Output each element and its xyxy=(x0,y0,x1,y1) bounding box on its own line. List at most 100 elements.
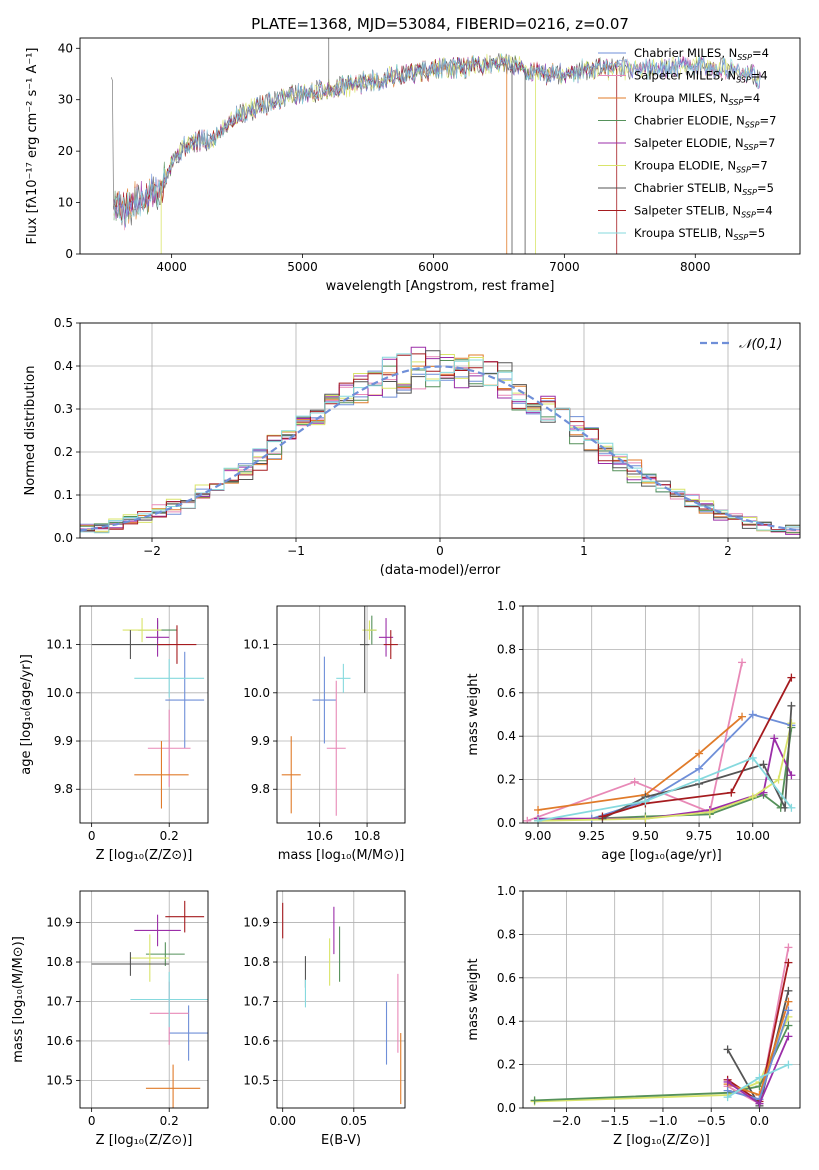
plot-area xyxy=(282,902,402,1105)
y-tick-label: 10.6 xyxy=(243,1034,270,1048)
x-tick-label: 10.8 xyxy=(354,829,381,843)
y-axis-label: Normed distribution xyxy=(23,366,38,496)
normal-curve xyxy=(80,365,800,532)
y-tick-label: 10.8 xyxy=(243,955,270,969)
histogram-chabrier_stelib xyxy=(80,350,800,532)
y-tick-label: 10.8 xyxy=(46,955,73,969)
x-tick-label: −1.0 xyxy=(648,1114,677,1128)
y-tick-label: 0 xyxy=(65,247,73,261)
y-tick-label: 9.9 xyxy=(54,734,73,748)
y-tick-label: 10.1 xyxy=(46,638,73,652)
panel-spectrum: 4000 5000 6000 7000 8000 0 10 20 30 40 wavelength … xyxy=(25,37,801,294)
plot-area xyxy=(80,346,800,535)
panels: 4000 5000 6000 7000 8000010203040wavelength … xyxy=(11,37,801,1148)
series-line-kroupa_miles xyxy=(537,716,743,811)
axes-frame xyxy=(79,890,209,1109)
panel-mass_vs_EBV: 0.00 0.05 10.5 10.6 10.7 10.8 10.9 E(B-V) xyxy=(243,890,406,1148)
series-line-chabrier_stelib xyxy=(601,705,793,820)
legend-label: 𝒩(0,1) xyxy=(739,337,782,352)
series-line-kroupa_miles xyxy=(727,1001,790,1097)
legend-label: Kroupa ELODIE, NSSP=7 xyxy=(634,159,768,175)
plot-area xyxy=(281,606,398,816)
panel-residuals: −2 −1 0 1 2 0.0 0.1 0.2 0.3 0.4 0.5 (data-model)/er… xyxy=(23,316,801,578)
y-tick-label: 10.1 xyxy=(243,638,270,652)
axes-frame xyxy=(276,890,406,1109)
x-tick-label: 0 xyxy=(88,1114,96,1128)
x-tick-label: 9.00 xyxy=(525,829,552,843)
y-tick-label: 0.4 xyxy=(497,1014,516,1028)
legend-label: Chabrier STELIB, NSSP=5 xyxy=(634,181,774,197)
y-axis-label: Flux [fλ10⁻¹⁷ erg cm⁻² s⁻¹ A⁻¹] xyxy=(25,48,40,245)
y-tick-label: 9.8 xyxy=(251,782,270,796)
panel-age_vs_mass: 10.6 10.8 9.8 9.9 10.0 10.1 mass [log₁₀(M/M⊙)] xyxy=(243,605,406,863)
x-tick-label: 7000 xyxy=(549,260,580,274)
x-tick-label: −1 xyxy=(287,544,305,558)
legend-label: Kroupa STELIB, NSSP=5 xyxy=(634,226,765,242)
plot-area xyxy=(91,618,205,809)
legend-label: Salpeter MILES, NSSP=4 xyxy=(634,69,768,85)
y-tick-label: 0.8 xyxy=(497,642,516,656)
y-tick-label: 0.0 xyxy=(497,1101,516,1115)
series-line-salpeter_miles xyxy=(526,662,743,822)
y-tick-label: 10.7 xyxy=(243,994,270,1008)
x-axis-label: Z [log₁₀(Z/Z⊙)] xyxy=(96,848,193,863)
series-line-chabrier_elodie xyxy=(537,727,793,822)
axes-frame xyxy=(276,605,406,824)
y-tick-label: 10.0 xyxy=(46,686,73,700)
y-tick-label: 10.5 xyxy=(243,1073,270,1087)
x-axis-label: wavelength [Angstrom, rest frame] xyxy=(326,279,555,294)
axes-frame xyxy=(79,605,209,824)
series-line-salpeter_stelib xyxy=(602,677,793,818)
y-axis-label: mass weight xyxy=(466,958,481,1040)
x-tick-label: 9.50 xyxy=(632,829,659,843)
x-tick-label: 0.2 xyxy=(160,1114,179,1128)
legend-label: Kroupa MILES, NSSP=4 xyxy=(634,91,760,107)
x-tick-label: 1 xyxy=(580,544,588,558)
y-tick-label: 0.3 xyxy=(54,402,73,416)
y-tick-label: 0.6 xyxy=(497,971,516,985)
x-tick-label: 9.25 xyxy=(578,829,605,843)
x-axis-label: mass [log₁₀(M/M⊙)] xyxy=(278,848,405,863)
x-tick-label: 0 xyxy=(436,544,444,558)
panel-mass_weight_vs_age: 9.00 9.25 9.50 9.75 10.00 0.0 0.2 0.4 0.6 0.8 1.0 a… xyxy=(466,599,801,863)
x-axis-label: Z [log₁₀(Z/Z⊙)] xyxy=(96,1133,193,1148)
y-tick-label: 0.4 xyxy=(54,359,73,373)
legend: Chabrier MILES, NSSP=4 Salpeter MILES, NS… xyxy=(598,46,776,242)
y-tick-label: 10.5 xyxy=(46,1073,73,1087)
y-axis-label: mass [log₁₀(M/M⊙)] xyxy=(11,936,26,1063)
legend-label: Chabrier ELODIE, NSSP=7 xyxy=(634,114,776,130)
panel-age_vs_Z: 0 0.2 9.8 9.9 10.0 10.1 Z [log₁₀(Z/Z⊙)] age [lo… xyxy=(19,605,209,863)
x-axis-label: age [log₁₀(age/yr)] xyxy=(601,848,722,863)
x-tick-label: 8000 xyxy=(680,260,711,274)
y-tick-label: 0.0 xyxy=(497,816,516,830)
x-tick-label: 5000 xyxy=(287,260,318,274)
y-tick-label: 1.0 xyxy=(497,884,516,898)
y-tick-label: 10 xyxy=(58,196,73,210)
plot-area xyxy=(91,900,208,1108)
y-tick-label: 0.4 xyxy=(497,729,516,743)
axes-frame xyxy=(522,890,801,1109)
y-tick-label: 0.1 xyxy=(54,488,73,502)
x-tick-label: −2.0 xyxy=(552,1114,581,1128)
x-tick-label: 2 xyxy=(724,544,732,558)
figure-title: PLATE=1368, MJD=53084, FIBERID=0216, z=0… xyxy=(251,15,629,33)
y-tick-label: 0.8 xyxy=(497,927,516,941)
y-tick-label: 10.0 xyxy=(243,686,270,700)
histogram-kroupa_stelib xyxy=(80,353,800,534)
y-tick-label: 1.0 xyxy=(497,599,516,613)
x-axis-label: Z [log₁₀(Z/Z⊙)] xyxy=(613,1133,710,1148)
x-tick-label: 0 xyxy=(88,829,96,843)
x-tick-label: 10.6 xyxy=(306,829,333,843)
y-tick-label: 10.9 xyxy=(46,916,73,930)
y-tick-label: 30 xyxy=(58,93,73,107)
x-tick-label: 0.05 xyxy=(340,1114,367,1128)
y-tick-label: 20 xyxy=(58,144,73,158)
plot-area xyxy=(530,943,793,1108)
x-tick-label: 9.75 xyxy=(686,829,713,843)
x-tick-label: −1.5 xyxy=(600,1114,629,1128)
y-tick-label: 9.9 xyxy=(251,734,270,748)
legend-label: Salpeter STELIB, NSSP=4 xyxy=(634,204,773,220)
panel-mass_vs_Z: 0 0.2 10.5 10.6 10.7 10.8 10.9 Z [log₁₀(Z/Z⊙)] m… xyxy=(11,890,209,1148)
x-tick-label: 6000 xyxy=(418,260,449,274)
spectrum-line xyxy=(113,53,761,224)
